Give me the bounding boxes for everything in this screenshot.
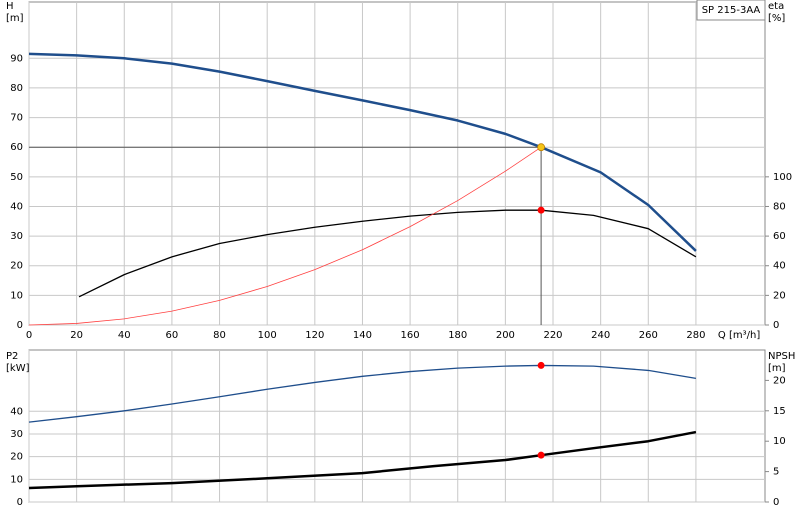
y-tick-label: 30	[10, 231, 23, 242]
curve	[28, 146, 542, 326]
y2-axis-label: eta	[768, 1, 784, 12]
y2-tick-label: 80	[773, 201, 786, 212]
y-tick-label: 0	[17, 497, 23, 508]
y2-axis-label: [%]	[768, 13, 785, 24]
y-tick-label: 10	[10, 290, 23, 301]
y2-tick-label: 40	[773, 261, 786, 272]
y-tick-label: 80	[10, 83, 23, 94]
y2-tick-label: 0	[773, 320, 779, 331]
x-tick-label: 240	[591, 330, 610, 341]
x-tick-label: 20	[70, 330, 83, 341]
x-tick-label: 200	[496, 330, 515, 341]
x-tick-label: 180	[448, 330, 467, 341]
x-tick-label: 120	[305, 330, 324, 341]
y-tick-label: 40	[10, 406, 23, 417]
y2-axis-label: [m]	[768, 363, 786, 374]
plot-area	[28, 349, 766, 503]
y2-tick-label: 100	[773, 172, 792, 183]
x-tick-label: 220	[543, 330, 562, 341]
y-axis-label: [m]	[6, 13, 24, 24]
y2-axis-label: NPSH	[768, 351, 795, 362]
y-tick-label: 70	[10, 113, 23, 124]
y-tick-label: 40	[10, 201, 23, 212]
x-tick-label: 80	[213, 330, 226, 341]
x-tick-label: 140	[353, 330, 372, 341]
plot-area	[28, 1, 766, 326]
operating-point	[537, 361, 545, 369]
y-tick-label: 10	[10, 474, 23, 485]
y-axis-label: P2	[6, 351, 18, 362]
y-axis-label: [kW]	[6, 363, 30, 374]
y-tick-label: 0	[17, 320, 23, 331]
x-axis-label: Q [m³/h]	[718, 330, 760, 341]
x-tick-label: 40	[118, 330, 131, 341]
curve	[78, 209, 697, 298]
y2-tick-label: 15	[773, 406, 786, 417]
y2-tick-label: 5	[773, 467, 779, 478]
x-tick-label: 160	[401, 330, 420, 341]
y2-tick-label: 20	[773, 375, 786, 386]
y2-tick-label: 0	[773, 497, 779, 508]
curve	[28, 52, 697, 252]
curve	[28, 430, 697, 490]
x-tick-label: 280	[686, 330, 705, 341]
x-tick-label: 60	[166, 330, 179, 341]
y-tick-label: 20	[10, 261, 23, 272]
y-axis-label: H	[6, 1, 14, 12]
y2-tick-label: 20	[773, 290, 786, 301]
operating-point	[537, 451, 545, 459]
curve	[28, 364, 697, 423]
y-tick-label: 30	[10, 429, 23, 440]
operating-point	[537, 206, 545, 214]
y-tick-label: 60	[10, 142, 23, 153]
x-tick-label: 260	[639, 330, 658, 341]
title-box	[696, 0, 766, 21]
y-tick-label: 90	[10, 53, 23, 64]
y-tick-label: 20	[10, 452, 23, 463]
y-tick-label: 50	[10, 172, 23, 183]
x-tick-label: 100	[258, 330, 277, 341]
operating-point	[537, 143, 546, 152]
y2-tick-label: 10	[773, 436, 786, 447]
y2-tick-label: 60	[773, 231, 786, 242]
x-tick-label: 0	[26, 330, 32, 341]
chart-title: SP 215-3AA	[702, 5, 761, 16]
